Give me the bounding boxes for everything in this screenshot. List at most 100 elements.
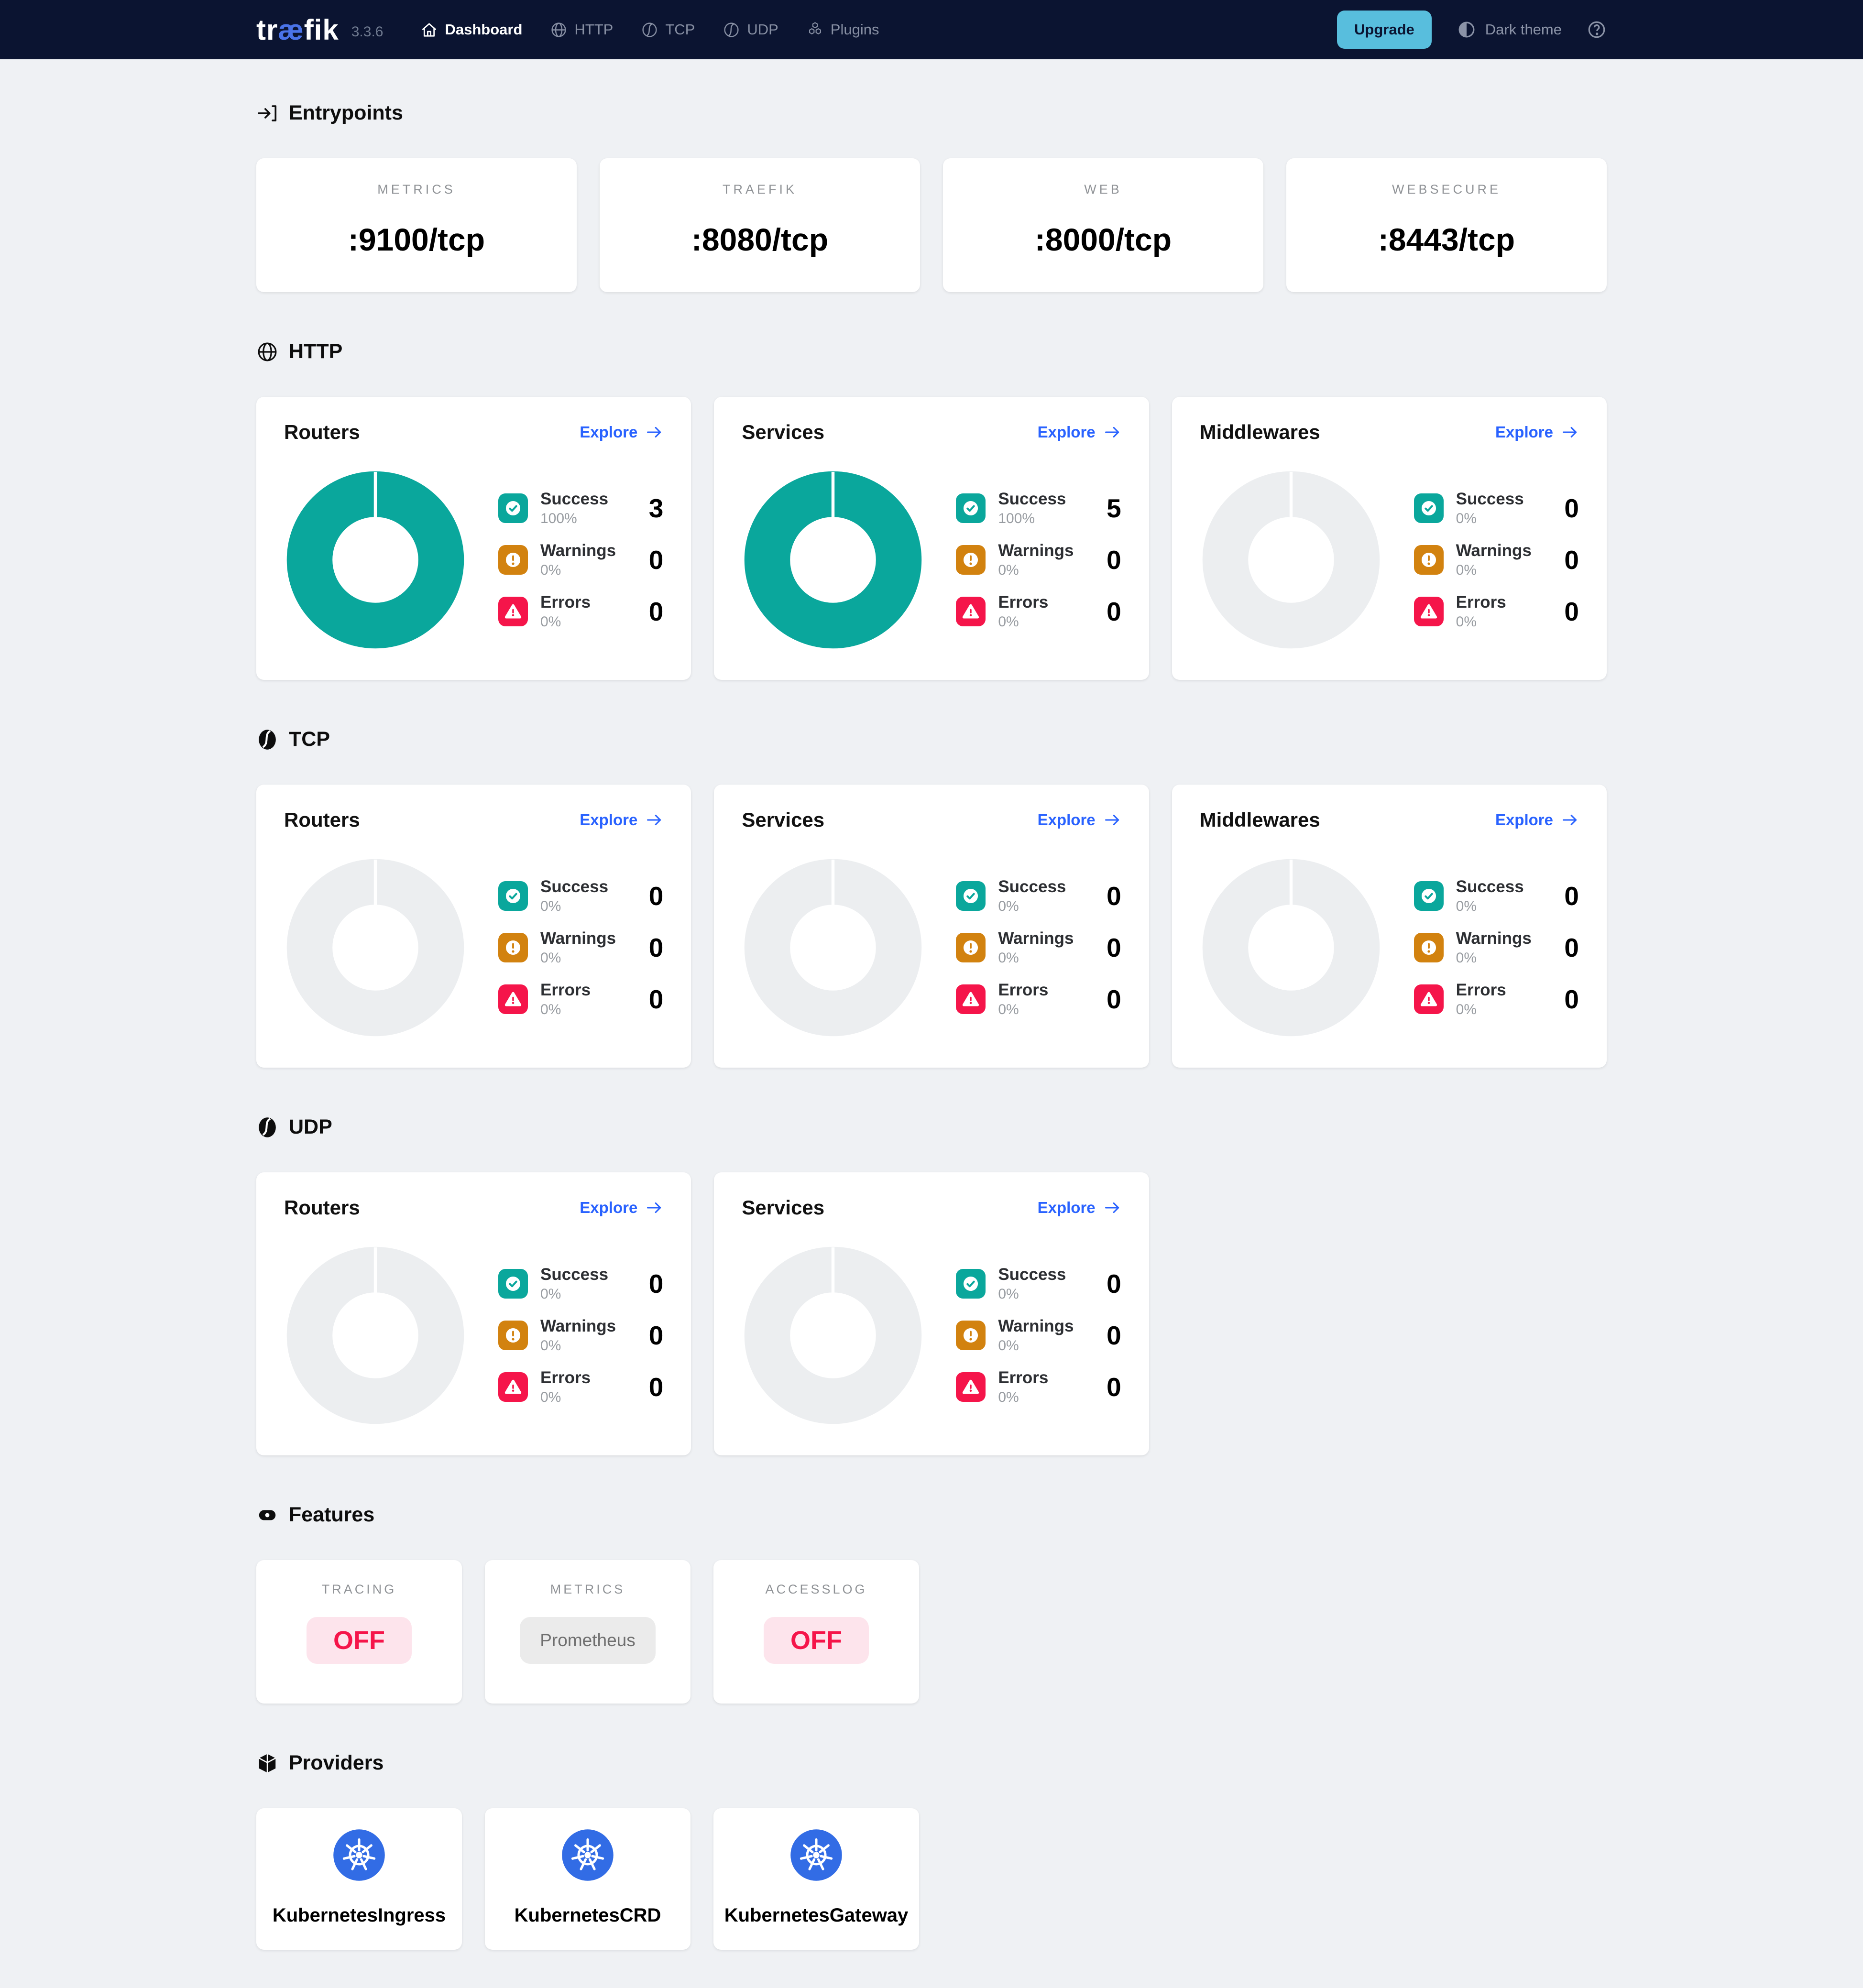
explore-link[interactable]: Explore xyxy=(1495,423,1579,441)
explore-link[interactable]: Explore xyxy=(580,1199,663,1217)
legend-count: 0 xyxy=(1564,493,1579,523)
entrypoint-card-web: WEB :8000/tcp xyxy=(943,158,1263,292)
legend-row-success: Success 100% 3 xyxy=(498,490,663,527)
entrypoint-card-traefik: TRAEFIK :8080/tcp xyxy=(600,158,920,292)
warning-icon xyxy=(498,1321,528,1350)
pipe-solid-icon xyxy=(259,1117,276,1137)
nav-item-tcp[interactable]: TCP xyxy=(641,21,695,39)
legend-count: 0 xyxy=(648,933,664,962)
success-icon xyxy=(956,493,986,523)
legend: Success 0% 0 Warnings 0% 0 Errors 0% 0 xyxy=(498,877,663,1018)
pipe-icon xyxy=(642,22,657,37)
explore-label: Explore xyxy=(1037,1199,1096,1216)
donut-chart xyxy=(286,471,464,649)
nav-item-http[interactable]: HTTP xyxy=(550,21,613,39)
legend-pct: 0% xyxy=(1456,950,1477,966)
explore-link[interactable]: Explore xyxy=(1038,423,1121,441)
legend-count: 0 xyxy=(1564,933,1579,962)
explore-link[interactable]: Explore xyxy=(580,811,663,829)
donut-chart-empty xyxy=(1202,471,1380,649)
legend: Success 0% 0 Warnings 0% 0 Errors 0% 0 xyxy=(956,877,1121,1018)
legend-pct: 0% xyxy=(998,1338,1019,1354)
upgrade-button[interactable]: Upgrade xyxy=(1337,11,1432,49)
provider-name: KubernetesCRD xyxy=(514,1905,661,1926)
section-title: Entrypoints xyxy=(289,101,403,124)
nav-item-dashboard[interactable]: Dashboard xyxy=(420,21,522,39)
contrast-icon xyxy=(1458,22,1475,38)
legend-count: 0 xyxy=(1107,1372,1121,1402)
legend-count: 0 xyxy=(648,881,664,911)
nav-label: UDP xyxy=(747,21,778,38)
explore-link[interactable]: Explore xyxy=(1038,1199,1121,1217)
legend: Success 0% 0 Warnings 0% 0 Errors 0% 0 xyxy=(1414,877,1579,1018)
entrypoint-value: :8443/tcp xyxy=(1378,221,1515,257)
top-navbar: træfik 3.3.6 Dashboard HTTP TCP UDP Plug… xyxy=(0,0,1863,59)
legend-row-errors: Errors 0% 0 xyxy=(1414,981,1579,1018)
globe-icon xyxy=(258,342,277,361)
nav-item-udp[interactable]: UDP xyxy=(723,21,778,39)
card-title: Routers xyxy=(284,1196,360,1219)
legend: Success 0% 0 Warnings 0% 0 Errors 0% 0 xyxy=(498,1265,663,1406)
help-button[interactable] xyxy=(1587,20,1607,40)
section-providers: Providers KubernetesIngress KubernetesCR… xyxy=(256,1751,1607,1950)
nav-label: TCP xyxy=(665,21,695,38)
feature-label: TRACING xyxy=(321,1582,397,1596)
explore-label: Explore xyxy=(580,1199,638,1216)
error-icon xyxy=(956,597,986,626)
legend-label: Warnings xyxy=(540,541,616,560)
legend-label: Warnings xyxy=(998,929,1074,948)
udp-routers-card: Routers Explore Success 0% 0 Warnings 0% xyxy=(256,1172,691,1455)
http-grid: Routers Explore Success 100% 3 Warnings 0 xyxy=(256,397,1607,680)
explore-label: Explore xyxy=(580,811,638,829)
arrow-right-icon xyxy=(1105,1202,1119,1213)
legend-pct: 0% xyxy=(1456,614,1477,630)
legend-label: Errors xyxy=(540,593,591,612)
legend: Success 0% 0 Warnings 0% 0 Errors 0% 0 xyxy=(1414,490,1579,630)
section-http: HTTP Routers Explore Success 100% 3 xyxy=(256,340,1607,680)
http-services-card: Services Explore Success 100% 5 Warnings xyxy=(714,397,1149,680)
legend-pct: 0% xyxy=(998,1389,1019,1405)
legend-row-warnings: Warnings 0% 0 xyxy=(956,541,1121,579)
section-title: Features xyxy=(289,1503,375,1526)
legend-pct: 0% xyxy=(540,1002,561,1017)
legend-count: 0 xyxy=(648,1269,664,1299)
udp-header: UDP xyxy=(256,1115,1607,1139)
feature-card-metrics: METRICS Prometheus xyxy=(485,1560,690,1704)
legend-label: Success xyxy=(998,490,1066,508)
provider-card-kubernetesingress: KubernetesIngress xyxy=(256,1808,462,1950)
dark-theme-toggle[interactable]: Dark theme xyxy=(1457,20,1562,40)
provider-card-kubernetescrd: KubernetesCRD xyxy=(485,1808,690,1950)
warning-icon xyxy=(498,933,528,962)
section-title: UDP xyxy=(289,1115,332,1138)
legend-row-errors: Errors 0% 0 xyxy=(956,1368,1121,1406)
entrypoints-grid: METRICS :9100/tcp TRAEFIK :8080/tcp WEB … xyxy=(256,158,1607,292)
feature-card-accesslog: ACCESSLOG OFF xyxy=(713,1560,919,1704)
pipe-solid-icon xyxy=(259,729,276,750)
arrow-right-icon xyxy=(1105,814,1119,826)
legend-count: 0 xyxy=(1107,1269,1121,1299)
explore-link[interactable]: Explore xyxy=(1495,811,1579,829)
boxes-icon xyxy=(809,22,821,34)
warning-icon xyxy=(498,545,528,575)
legend-count: 0 xyxy=(1107,597,1121,626)
card-title: Services xyxy=(742,1196,825,1219)
explore-link[interactable]: Explore xyxy=(580,423,663,441)
nav-item-plugins[interactable]: Plugins xyxy=(806,21,879,39)
feature-card-tracing: TRACING OFF xyxy=(256,1560,462,1704)
legend-row-warnings: Warnings 0% 0 xyxy=(956,1317,1121,1354)
kubernetes-icon xyxy=(333,1829,385,1881)
legend-pct: 0% xyxy=(998,898,1019,914)
legend-count: 0 xyxy=(1564,597,1579,626)
section-title: Providers xyxy=(289,1751,384,1774)
tcp-grid: Routers Explore Success 0% 0 Warnings 0% xyxy=(256,785,1607,1068)
legend-pct: 0% xyxy=(998,614,1019,630)
legend-count: 0 xyxy=(648,545,664,575)
legend: Success 100% 5 Warnings 0% 0 Errors 0% 0 xyxy=(956,490,1121,630)
navbar-right: Upgrade Dark theme xyxy=(1337,11,1607,49)
legend-count: 0 xyxy=(648,984,664,1014)
legend-pct: 0% xyxy=(540,614,561,630)
explore-link[interactable]: Explore xyxy=(1038,811,1121,829)
legend-pct: 0% xyxy=(998,562,1019,578)
entrypoint-label: TRAEFIK xyxy=(722,182,797,197)
card-title: Services xyxy=(742,808,825,831)
